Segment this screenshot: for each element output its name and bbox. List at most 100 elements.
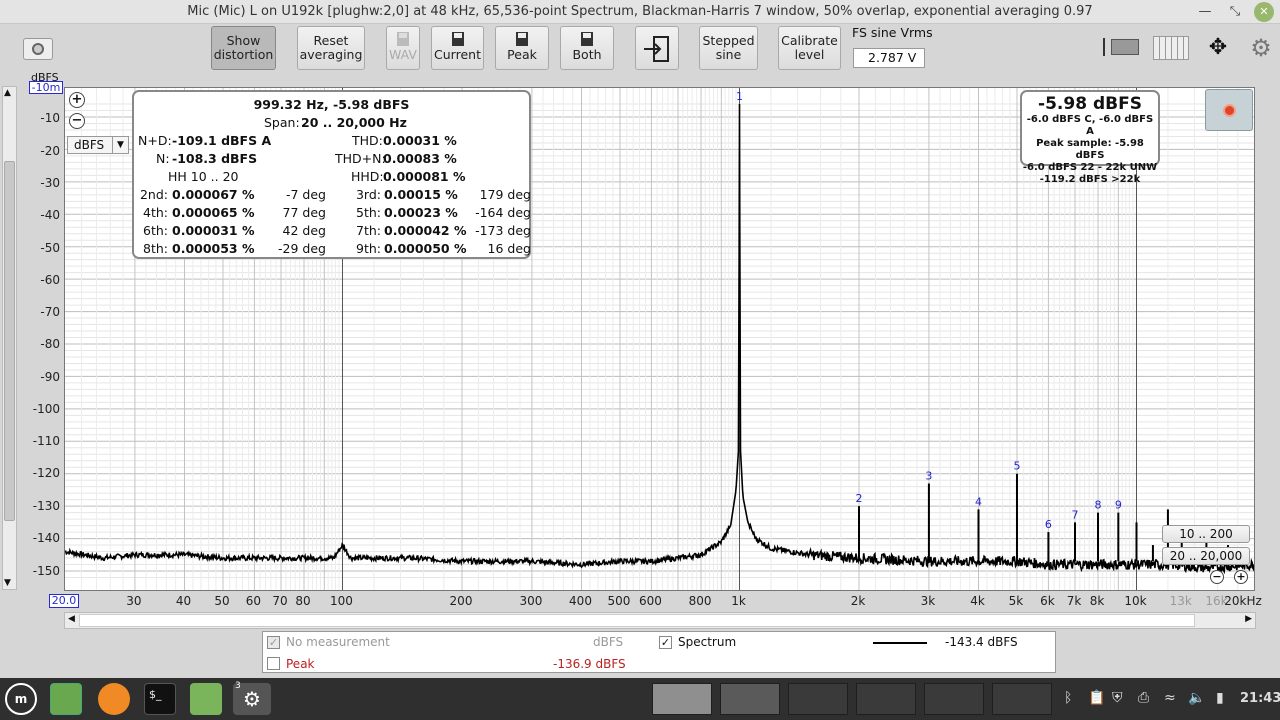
wav-button[interactable]: WAV <box>386 26 420 70</box>
terminal-icon[interactable]: $_ <box>144 683 176 715</box>
shield-icon[interactable]: ⛨ <box>1112 690 1123 706</box>
files-icon[interactable] <box>190 683 222 715</box>
peak-checkbox[interactable] <box>267 657 280 670</box>
harmonic-phase: -173 deg <box>475 223 531 238</box>
scroll-up-icon[interactable]: ▲ <box>4 88 11 98</box>
n-label: N: <box>156 151 170 166</box>
workspace-4[interactable] <box>856 683 916 715</box>
layout-icon[interactable] <box>1103 36 1141 60</box>
scroll-right-icon[interactable]: ▶ <box>1245 614 1252 624</box>
spectrum-value: -143.4 dBFS <box>945 635 1018 649</box>
current-label: Current <box>434 47 481 62</box>
columns-icon[interactable] <box>1153 36 1189 60</box>
workspace-1[interactable] <box>652 683 712 715</box>
zoom-out-icon[interactable]: − <box>69 113 85 129</box>
toolbar: Show distortion Reset averaging WAV Curr… <box>0 24 1280 80</box>
workspace-6[interactable] <box>992 683 1052 715</box>
save-both-button[interactable]: Both <box>560 26 614 70</box>
x-tick: 800 <box>688 594 712 608</box>
show-distortion-label-2: distortion <box>213 47 274 62</box>
camera-icon[interactable] <box>23 38 53 60</box>
volume-icon[interactable]: 🔈 <box>1188 690 1206 706</box>
minimize-icon[interactable]: — <box>1198 4 1212 19</box>
workspace-5[interactable] <box>924 683 984 715</box>
taskbar: m $_ ⚙ 3 ᛒ 📋 ⛨ ⎙ ≈ 🔈 ▮ 21:43 <box>0 678 1280 720</box>
stepped-sine-label-1: Stepped <box>702 33 755 48</box>
workspace-2[interactable] <box>720 683 780 715</box>
x-first-label[interactable]: 20.0 <box>49 594 79 608</box>
calibrate-level-button[interactable]: Calibrate level <box>778 26 841 70</box>
range-low-button[interactable]: 10 .. 200 <box>1162 525 1250 543</box>
gear-icon[interactable]: ⚙ <box>1250 34 1272 62</box>
level-line: -119.2 dBFS >22k <box>1039 174 1141 185</box>
spectrum-checkbox[interactable]: ✓ <box>659 636 672 649</box>
n-value: -108.3 dBFS <box>172 151 258 166</box>
battery-icon[interactable]: ▮ <box>1216 690 1224 706</box>
horizontal-scrollbar[interactable]: ◀ ▶ <box>64 612 1256 629</box>
level-line: -6.0 dBFS 22 - 22k UNW <box>1022 162 1158 173</box>
reset-averaging-button[interactable]: Reset averaging <box>297 26 365 70</box>
record-button[interactable] <box>1205 89 1253 131</box>
fs-sine-input[interactable]: 2.787 V <box>853 48 925 68</box>
peak-label: Peak <box>507 47 537 62</box>
move-icon[interactable]: ✥ <box>1208 35 1228 60</box>
x-tick: 200 <box>449 594 473 608</box>
no-measurement-checkbox[interactable]: ✓ <box>267 636 280 649</box>
zoom-in-icon[interactable]: + <box>1234 570 1248 584</box>
y-top-label[interactable]: -10m <box>29 81 63 94</box>
bluetooth-icon[interactable]: ᛒ <box>1064 690 1073 706</box>
unit-select[interactable]: dBFS ▼ <box>67 136 129 154</box>
clipboard-icon[interactable]: 📋 <box>1088 690 1106 706</box>
spectrum-label: Spectrum <box>678 635 737 649</box>
level-big: -5.98 dBFS <box>1038 94 1142 114</box>
x-tick: 500 <box>607 594 631 608</box>
stepped-sine-button[interactable]: Stepped sine <box>699 26 758 70</box>
hh-range-label: HH 10 .. 20 <box>168 169 239 184</box>
y-tick: -60 <box>40 273 60 287</box>
firefox-icon[interactable] <box>98 683 130 715</box>
save-current-button[interactable]: Current <box>431 26 484 70</box>
show-distortion-label-1: Show <box>226 33 261 48</box>
no-measurement-label: No measurement <box>286 635 390 649</box>
y-tick: -20 <box>40 144 60 158</box>
menu-icon[interactable]: m <box>5 683 37 715</box>
y-tick: -110 <box>32 434 60 448</box>
horizontal-scroll-thumb[interactable] <box>79 614 1195 627</box>
scroll-down-icon[interactable]: ▼ <box>4 578 11 588</box>
level-line: Peak sample: -5.98 dBFS <box>1036 138 1144 161</box>
y-tick: -10 <box>40 111 60 125</box>
harmonic-value: 0.00015 % <box>384 187 458 202</box>
distortion-panel: 999.32 Hz, -5.98 dBFS Span: 20 .. 20,000… <box>132 90 531 259</box>
harmonic-label: 6th: <box>143 223 168 238</box>
show-desktop-icon[interactable] <box>50 683 82 715</box>
zoom-in-icon[interactable]: + <box>69 92 85 108</box>
vertical-scrollbar[interactable]: ▲ ▼ <box>2 86 17 590</box>
range-full-button[interactable]: 20 .. 20,000 <box>1162 547 1250 565</box>
save-peak-button[interactable]: Peak <box>495 26 549 70</box>
show-distortion-button[interactable]: Show distortion <box>211 26 276 70</box>
x-tick: 400 <box>569 594 592 608</box>
x-tick: 2k <box>850 594 866 608</box>
thdn-value: 0.00083 % <box>383 151 457 166</box>
y-tick: -120 <box>32 466 60 480</box>
harmonic-value: 0.00023 % <box>384 205 458 220</box>
workspace-3[interactable] <box>788 683 848 715</box>
printer-icon[interactable]: ⎙ <box>1138 690 1150 706</box>
x-tick: 300 <box>519 594 543 608</box>
zoom-out-icon[interactable]: − <box>1210 570 1224 584</box>
wifi-icon[interactable]: ≈ <box>1164 690 1176 706</box>
import-button[interactable] <box>635 26 679 70</box>
vertical-scroll-thumb[interactable] <box>4 161 15 521</box>
settings-app-icon[interactable]: ⚙ <box>233 683 271 715</box>
close-icon[interactable]: ✕ <box>1254 2 1274 22</box>
harmonic-phase: -7 deg <box>286 187 326 202</box>
harmonic-marker-label: 6 <box>1045 518 1052 531</box>
x-tick: 60 <box>245 594 262 608</box>
save-icon <box>397 32 409 46</box>
scroll-left-icon[interactable]: ◀ <box>68 614 75 624</box>
maximize-icon[interactable]: ⤡ <box>1229 4 1241 19</box>
harmonic-phase: -164 deg <box>475 205 531 220</box>
peak-legend-label: Peak <box>286 657 315 671</box>
y-tick: -140 <box>32 531 60 545</box>
